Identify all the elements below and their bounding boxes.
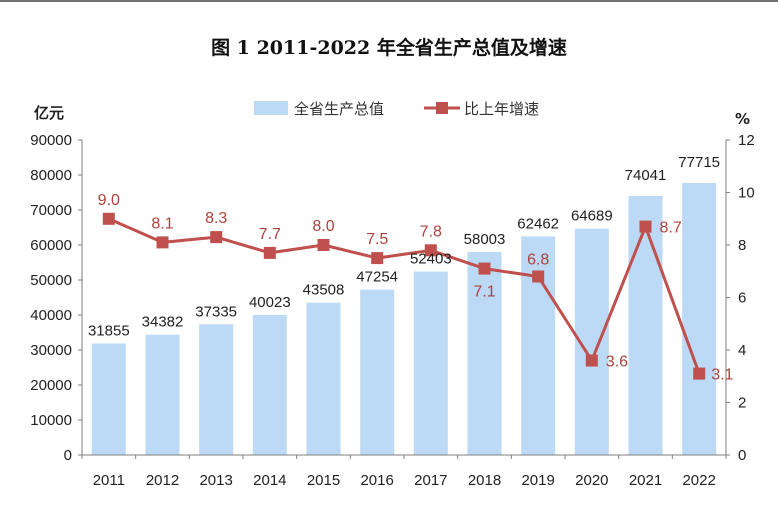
growth-value-label: 8.3 <box>205 210 227 227</box>
growth-value-label: 7.7 <box>259 226 281 243</box>
growth-value-label: 3.1 <box>711 367 733 384</box>
bar-2017 <box>413 271 448 455</box>
right-tick-label: 10 <box>738 185 755 202</box>
bar-2013 <box>199 324 234 455</box>
bar-value-label: 40023 <box>249 294 291 311</box>
left-tick-label: 50000 <box>30 272 72 289</box>
growth-value-label: 7.8 <box>420 223 442 240</box>
left-tick-label: 30000 <box>30 342 72 359</box>
growth-point-2011 <box>102 212 115 225</box>
growth-point-2022 <box>693 367 706 380</box>
left-tick-label: 70000 <box>30 202 72 219</box>
growth-value-label: 7.5 <box>366 231 388 248</box>
bar-2014 <box>252 314 287 455</box>
legend-line-label: 比上年增速 <box>464 100 539 118</box>
bar-2019 <box>521 236 556 455</box>
x-tick-label: 2015 <box>307 472 340 489</box>
growth-value-label: 7.1 <box>473 284 495 301</box>
legend-line-marker <box>436 102 448 114</box>
x-tick-label: 2017 <box>414 472 447 489</box>
growth-line <box>108 217 701 375</box>
growth-point-2016 <box>371 252 384 265</box>
right-tick-label: 2 <box>738 395 746 412</box>
left-axis-unit: 亿元 <box>34 104 64 122</box>
growth-point-2015 <box>317 239 330 251</box>
left-tick-label: 90000 <box>30 132 72 149</box>
left-tick-label: 10000 <box>30 412 72 429</box>
right-tick-label: 4 <box>738 342 746 359</box>
x-tick-label: 2022 <box>682 472 715 489</box>
bar-value-label: 34382 <box>142 314 184 331</box>
right-tick-label: 12 <box>738 132 755 149</box>
right-tick-label: 6 <box>738 290 746 307</box>
bar-value-label: 58003 <box>464 231 506 248</box>
x-tick-label: 2021 <box>629 472 662 489</box>
right-axis-unit: % <box>735 110 750 128</box>
growth-point-2020 <box>585 354 598 367</box>
bar-2016 <box>360 289 395 455</box>
left-tick-label: 80000 <box>30 167 72 184</box>
growth-value-label: 9.0 <box>98 192 120 209</box>
growth-point-2017 <box>424 244 437 257</box>
x-tick-label: 2019 <box>521 472 554 489</box>
line-layer <box>102 212 706 380</box>
bar-2012 <box>145 334 180 455</box>
x-tick-label: 2013 <box>199 472 232 489</box>
bar-value-label: 31855 <box>88 323 130 340</box>
bar-value-label: 64689 <box>571 208 613 225</box>
growth-point-2018 <box>478 262 491 275</box>
legend: 全省生产总值 比上年增速 <box>254 100 539 118</box>
bar-value-label: 62462 <box>517 215 559 232</box>
left-tick-label: 40000 <box>30 307 72 324</box>
chart-title: 图 1 2011-2022 年全省生产总值及增速 <box>211 36 567 59</box>
right-tick-label: 0 <box>738 447 746 464</box>
bar-value-label: 77715 <box>678 154 720 171</box>
left-tick-label: 60000 <box>30 237 72 254</box>
bar-2011 <box>91 343 126 455</box>
growth-point-2021 <box>639 220 652 233</box>
left-tick-label: 20000 <box>30 377 72 394</box>
growth-point-2019 <box>532 270 545 283</box>
bar-value-label: 52403 <box>410 251 452 268</box>
bar-value-label: 37335 <box>195 303 237 320</box>
growth-point-2014 <box>263 246 276 259</box>
x-tick-label: 2011 <box>93 472 125 489</box>
growth-value-label: 3.6 <box>606 354 628 371</box>
growth-value-label: 8.0 <box>312 218 334 235</box>
right-tick-label: 8 <box>738 237 746 254</box>
x-tick-label: 2020 <box>575 472 608 489</box>
bar-value-label: 47254 <box>356 269 398 286</box>
bar-value-label: 43508 <box>303 282 345 299</box>
x-tick-label: 2014 <box>253 472 286 489</box>
labels-layer: 31855 34382 37335 40023 43508 47254 52403 58003… <box>88 154 734 384</box>
bar-value-label: 74041 <box>625 167 667 184</box>
legend-bar-label: 全省生产总值 <box>294 100 384 118</box>
growth-point-2013 <box>210 231 223 244</box>
bars-layer <box>91 183 717 455</box>
legend-bar-swatch <box>254 101 288 115</box>
growth-value-label: 6.8 <box>527 252 549 269</box>
x-tick-label: 2012 <box>146 472 179 489</box>
x-tick-label: 2016 <box>360 472 393 489</box>
x-tick-label: 2018 <box>468 472 501 489</box>
growth-point-2012 <box>156 236 169 249</box>
bar-2022 <box>682 183 717 455</box>
bar-2015 <box>306 302 341 455</box>
left-tick-label: 0 <box>64 447 72 464</box>
growth-value-label: 8.7 <box>660 220 682 237</box>
axes-layer: 0 10000 20000 30000 40000 50000 60000 70000 8000… <box>30 132 754 489</box>
bar-2021 <box>628 195 663 455</box>
bar-2018 <box>467 252 502 455</box>
growth-value-label: 8.1 <box>151 215 173 232</box>
